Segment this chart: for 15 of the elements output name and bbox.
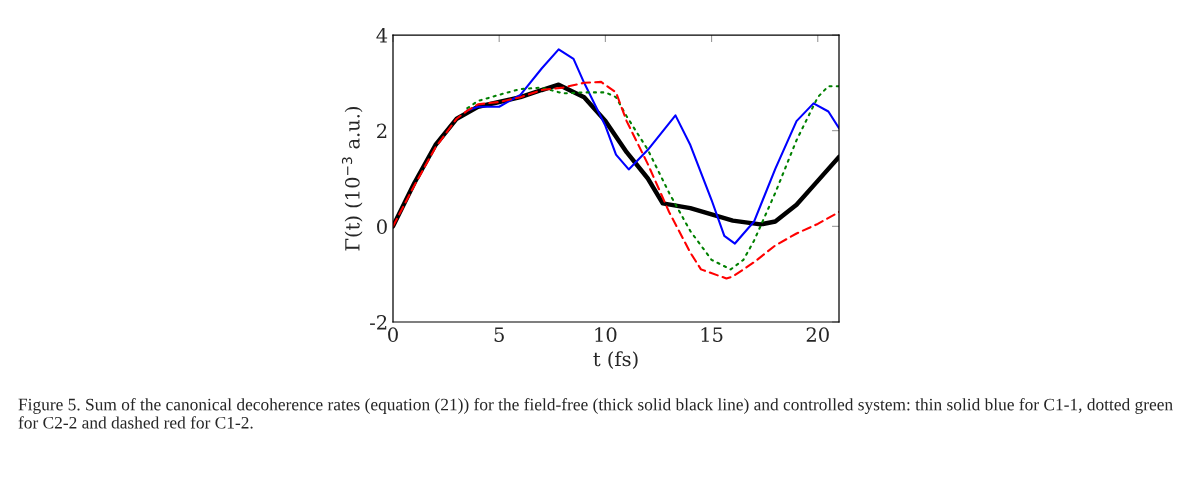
x-tick-label: 10 xyxy=(595,327,617,342)
y-tick-label: 0 xyxy=(377,219,387,234)
x-tick-label: 0 xyxy=(388,327,398,342)
x-tick-label: 5 xyxy=(494,327,504,342)
line-series xyxy=(466,48,839,245)
y-tick-label: 4 xyxy=(376,27,388,43)
y-tick-label: -2 xyxy=(370,314,387,330)
line-series xyxy=(466,85,839,271)
line-series xyxy=(393,80,839,280)
y-tick-label: 2 xyxy=(377,123,387,139)
x-tick-label: 20 xyxy=(806,327,829,342)
y-axis-title: Γ(t) (10$^{−3}$ a.u.) xyxy=(341,107,363,251)
x-axis-title: t (fs) xyxy=(593,351,638,370)
x-tick-label: 15 xyxy=(701,327,723,342)
caption: Figure 5. Sum of the canonical decoherence rates (equation (21)) for the field-free (thick solid black line) and controlled system: thin solid blue for C1-1, dotted green for C2-2 and dashed red for C1-2. xyxy=(18,398,1173,429)
